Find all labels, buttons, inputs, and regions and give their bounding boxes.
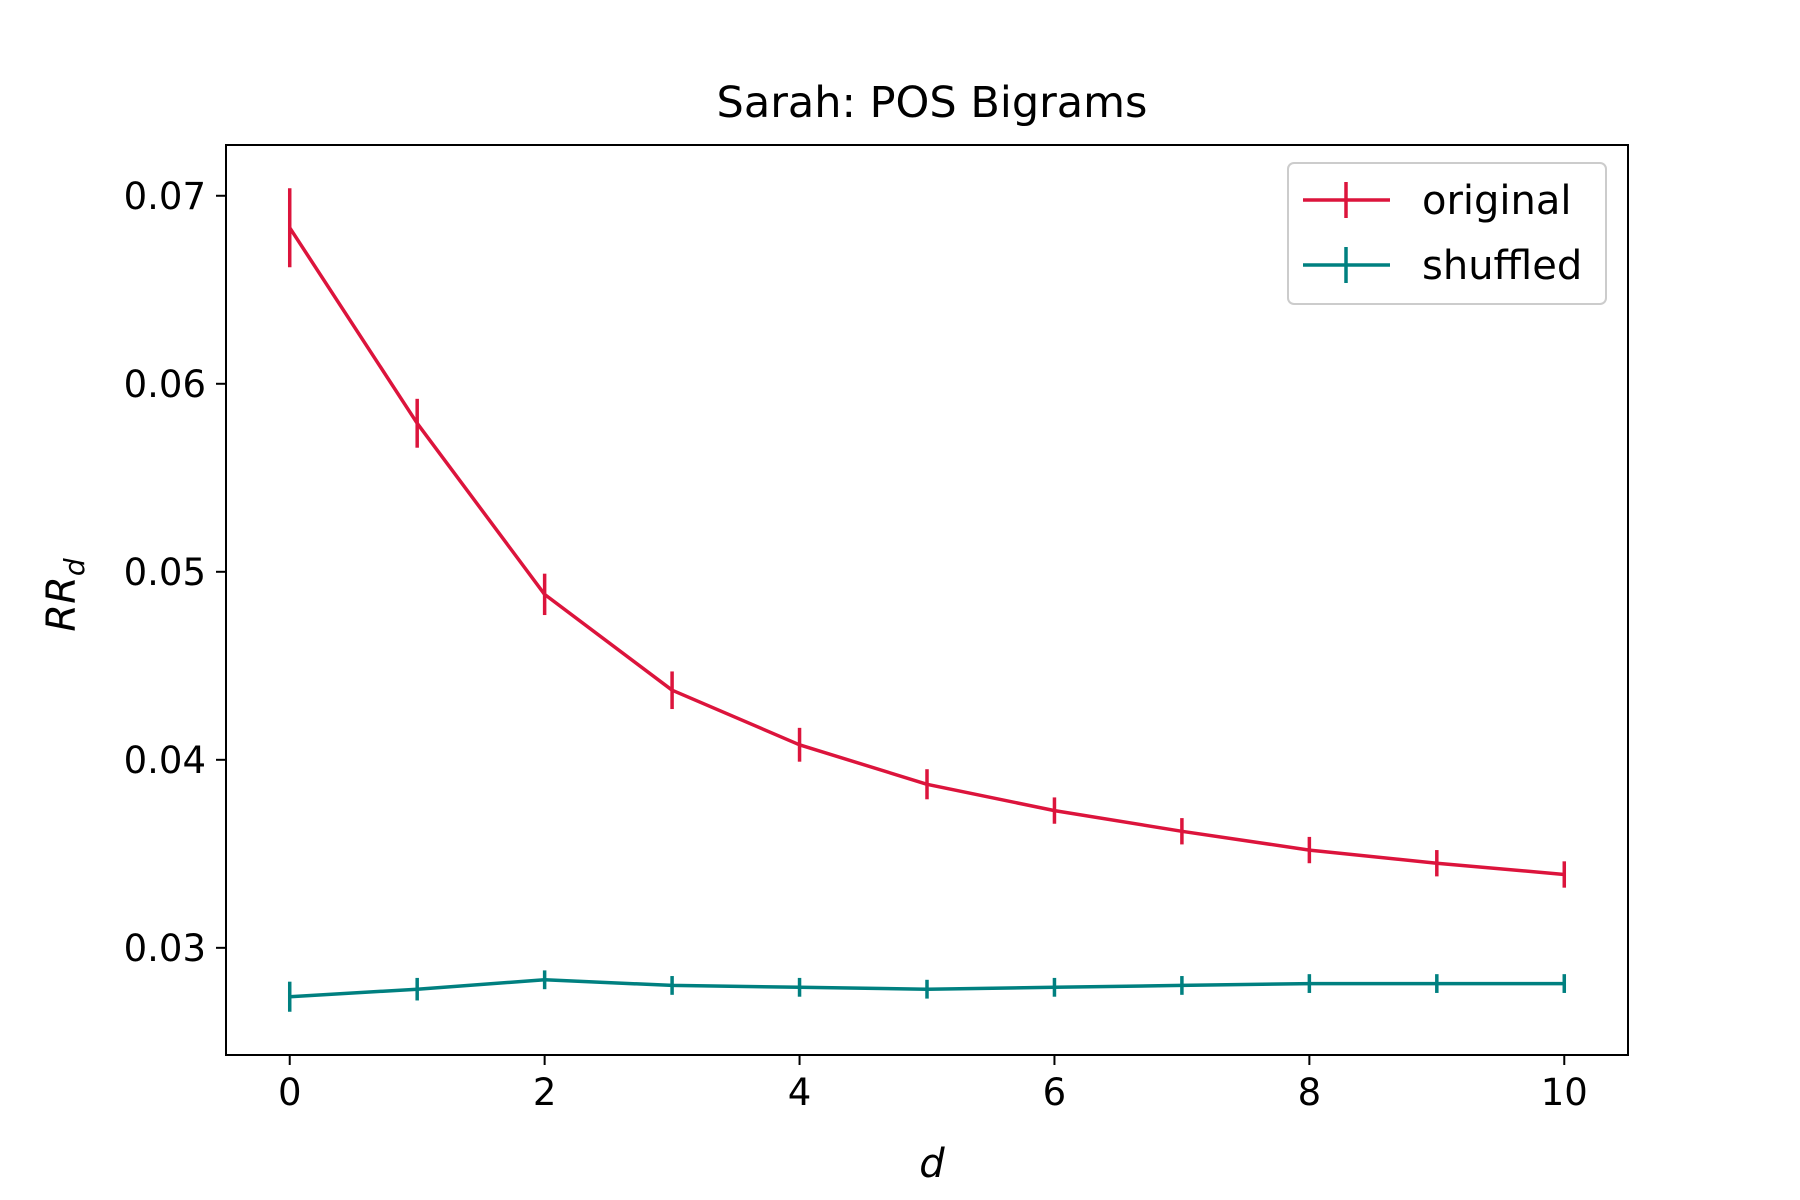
y-tick-label: 0.05 — [124, 551, 206, 594]
legend: original shuffled — [1288, 163, 1606, 304]
x-tick-label: 0 — [278, 1071, 302, 1114]
x-tick-label: 8 — [1298, 1071, 1322, 1114]
x-tick-label: 10 — [1541, 1071, 1588, 1114]
y-tick-label: 0.03 — [124, 927, 206, 970]
y-tick-label: 0.04 — [124, 739, 206, 782]
legend-label-original: original — [1422, 178, 1572, 224]
x-tick-label: 4 — [788, 1071, 812, 1114]
y-tick-label: 0.06 — [124, 363, 206, 406]
y-tick-label: 0.07 — [124, 175, 206, 218]
y-axis-label-main: RR — [39, 576, 85, 632]
chart-title: Sarah: POS Bigrams — [717, 78, 1148, 128]
x-tick-label: 6 — [1043, 1071, 1067, 1114]
x-tick-label: 2 — [533, 1071, 557, 1114]
x-axis-label: d — [919, 1141, 945, 1187]
legend-label-shuffled: shuffled — [1422, 243, 1582, 289]
y-axis-label-subscript: d — [58, 558, 91, 576]
